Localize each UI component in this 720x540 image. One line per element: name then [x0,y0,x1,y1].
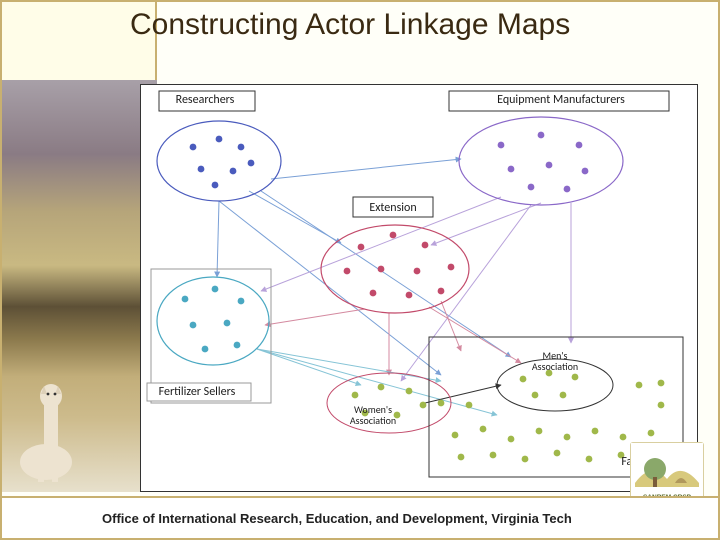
edge [271,159,461,179]
actor-dot [458,454,465,461]
actor-dot [520,376,527,383]
edge [217,201,219,277]
actor-dot [438,288,445,295]
actor-dot [406,292,413,299]
actor-dot [406,388,413,395]
actor-dot [564,434,571,441]
actor-dot [414,268,421,275]
actor-dot [438,400,445,407]
actor-dot [508,436,515,443]
actor-dot [198,166,205,173]
actor-dot [480,426,487,433]
actor-dot [344,268,351,275]
actor-dot [586,456,593,463]
actor-linkage-diagram: Researchers Equipment Manufacturers Extens… [141,85,697,491]
actor-dot [620,434,627,441]
actor-dot [572,374,579,381]
slide: Constructing Actor Linkage Maps Research… [0,0,720,540]
actor-dot [564,186,571,193]
actor-dot [560,392,567,399]
cluster-label-extension: Extension [369,201,416,215]
edge [431,203,541,245]
edge [265,309,365,325]
actor-dot [190,322,197,329]
cluster-ellipse-researchers [157,121,281,201]
edge [441,301,461,351]
actor-dot [202,346,209,353]
edge [429,307,521,363]
actor-dot [378,384,385,391]
actor-dot [422,242,429,249]
edge [257,349,361,385]
actor-dot [636,382,643,389]
cluster-label-equipment: Equipment Manufacturers [497,93,625,107]
footer-text: Office of International Research, Educat… [102,511,572,526]
actor-dot [420,402,427,409]
actor-dot [182,296,189,303]
actor-dot [390,232,397,239]
actor-dot [212,182,219,189]
actor-dot [538,132,545,139]
alpaca-icon [10,364,90,484]
diagram-frame: Researchers Equipment Manufacturers Extens… [140,84,698,492]
sidebar-photo [2,80,157,492]
actor-dot [370,290,377,297]
edge [425,385,501,403]
cluster-label-womens-2: Association [350,414,396,427]
actor-dot [546,162,553,169]
footer: Office of International Research, Educat… [2,496,720,538]
actor-dot [238,144,245,151]
cluster-label-researchers: Researchers [176,93,235,107]
cluster-ellipse-equipment [459,117,623,205]
sidebar [2,2,157,540]
actor-dot [576,142,583,149]
actor-dot [466,402,473,409]
actor-dot [378,266,385,273]
actor-dot [658,380,665,387]
cluster-label-mens-2: Association [532,360,578,373]
actor-dot [248,160,255,167]
actor-dot [532,392,539,399]
actor-dot [448,264,455,271]
actor-dot [212,286,219,293]
actor-dot [522,456,529,463]
actor-dot [358,244,365,251]
actor-dot [490,452,497,459]
slide-title: Constructing Actor Linkage Maps [130,8,690,41]
actor-dot [352,392,359,399]
actor-dot [190,144,197,151]
actor-dot [238,298,245,305]
actor-dot [648,430,655,437]
actor-dot [658,402,665,409]
actor-dot [216,136,223,143]
actor-dot [498,142,505,149]
actor-dot [554,450,561,457]
actor-dot [234,342,241,349]
actor-dot [508,166,515,173]
actor-dot [536,428,543,435]
cluster-label-fertilizer: Fertilizer Sellers [159,385,236,399]
actor-dot [582,168,589,175]
actor-dot [224,320,231,327]
actor-dot [592,428,599,435]
actor-dot [452,432,459,439]
actor-dot [230,168,237,175]
actor-dot [528,184,535,191]
